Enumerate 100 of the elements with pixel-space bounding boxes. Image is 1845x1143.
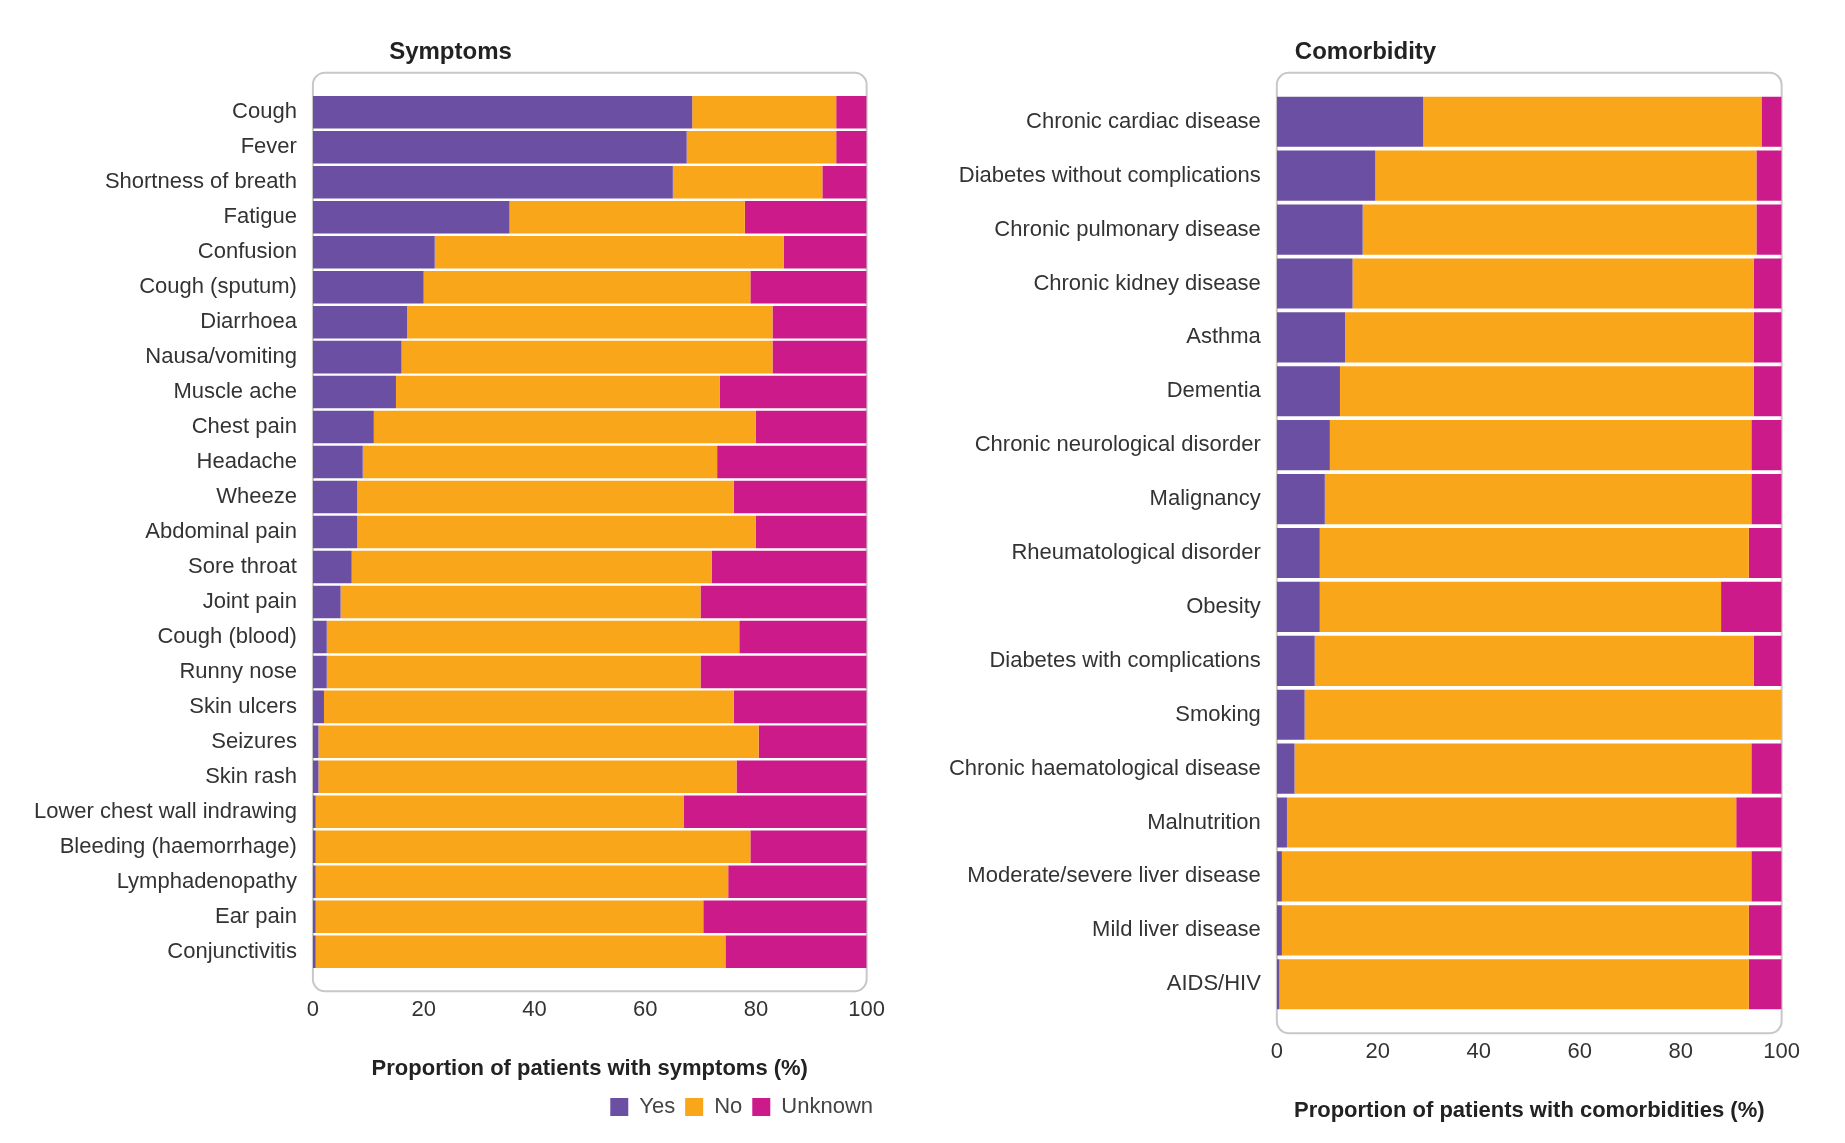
legend-label: Yes [639,1093,676,1119]
y-tick-label: Lymphadenopathy [116,867,297,893]
bar [318,760,737,794]
bar [1751,474,1782,525]
bar [1319,581,1722,632]
bar [772,305,867,339]
bar [725,935,867,968]
bar [1753,635,1782,686]
bar [1329,420,1752,471]
y-tick-label: Diarrhoea [200,308,298,334]
bar [1339,366,1754,417]
x-tick-label: 80 [1668,1038,1693,1064]
bar [312,865,316,899]
bar [312,305,408,339]
y-tick-label: Muscle ache [173,378,297,404]
bar [357,480,734,514]
y-tick-label: Diabetes without complications [958,161,1261,187]
y-tick-label: Moderate/severe liver disease [967,862,1261,888]
bar [755,410,867,444]
y-tick-label: Malignancy [1149,485,1261,511]
bar [315,935,726,968]
bar [395,375,720,409]
bar [312,935,316,968]
y-tick-label: Cough (sputum) [139,273,297,299]
bar [312,131,687,164]
bar [1756,204,1782,255]
bar [733,690,867,724]
bar [312,480,358,514]
bar [423,270,751,304]
bar [1276,204,1363,255]
bar [1721,581,1782,632]
y-tick-label: Malnutrition [1147,808,1261,834]
y-tick-label: Diabetes with complications [989,646,1261,672]
y-tick-label: Chronic kidney disease [1033,269,1261,295]
bar [836,131,867,164]
bar [1276,474,1325,525]
y-tick-label: Cough [232,98,297,124]
bar [312,585,341,619]
bar [312,200,510,234]
bar [717,445,867,479]
bar [315,900,704,933]
bar [373,410,756,444]
x-tick-label: 60 [632,996,658,1022]
bar [1362,204,1757,255]
bar [733,480,867,514]
x-tick-label: 100 [848,996,886,1022]
y-tick-label: Asthma [1186,323,1262,349]
bar [1748,905,1782,956]
y-tick-label: Skin ulcers [189,692,297,718]
bar [312,515,358,549]
bar [744,200,867,234]
bar [1276,96,1424,147]
y-tick-label: Fever [240,133,297,159]
y-tick-label: Conjunctivitis [167,937,297,963]
y-tick-label: Abdominal pain [145,518,297,544]
bar [312,375,396,409]
chart-title: Symptoms [389,37,512,65]
bar [315,830,751,864]
y-tick-label: Chest pain [191,413,297,439]
x-tick-label: 20 [1365,1038,1391,1064]
bar [326,655,701,689]
bar [1276,635,1315,686]
bar [509,200,745,234]
bar [686,131,837,164]
y-tick-label: Chronic haematological disease [948,754,1261,780]
bar [728,865,867,899]
bar [407,305,773,339]
bar [315,795,684,829]
bar [1352,258,1754,309]
x-axis-title: Proportion of patients with symptoms (%) [371,1054,808,1080]
bar [1375,150,1757,201]
bar [434,235,784,269]
bar [1304,689,1782,740]
y-tick-label: Headache [196,448,297,474]
bar [357,515,756,549]
bar [312,340,402,374]
bar [1276,581,1320,632]
bar [362,445,718,479]
bar [822,165,867,199]
y-tick-label: Seizures [211,727,297,753]
y-tick-label: Confusion [197,238,297,264]
bar [323,690,734,724]
y-tick-label: Bleeding (haemorrhage) [59,832,297,858]
bar [1748,527,1782,579]
bar [1753,366,1782,417]
bar [312,410,374,444]
y-tick-label: AIDS/HIV [1166,970,1262,996]
bar [755,515,867,549]
bar [1344,312,1754,363]
bar [312,165,673,199]
y-tick-label: Wheeze [216,483,297,509]
x-tick-label: 40 [522,996,547,1022]
y-tick-label: Runny nose [179,657,297,683]
bar [1276,851,1282,902]
bar [700,655,867,689]
x-tick-label: 60 [1567,1038,1592,1064]
y-tick-label: Dementia [1166,377,1262,403]
bar [1753,312,1782,363]
y-tick-label: Ear pain [214,902,297,928]
bar [703,900,867,933]
